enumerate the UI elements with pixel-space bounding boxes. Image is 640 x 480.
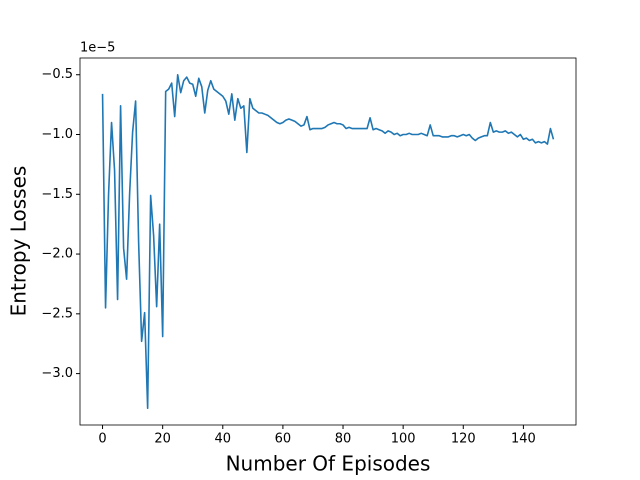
- x-tick-label: 20: [154, 432, 171, 447]
- y-offset-label: 1e−5: [80, 41, 115, 56]
- x-tick-label: 0: [98, 432, 106, 447]
- y-tick-label: −2.5: [41, 306, 73, 321]
- x-tick-label: 140: [511, 432, 536, 447]
- x-tick-label: 60: [275, 432, 292, 447]
- y-tick-label: −2.0: [41, 247, 73, 262]
- data-line: [101, 73, 555, 410]
- x-tick-label: 80: [335, 432, 352, 447]
- y-tick-label: −0.5: [41, 67, 73, 82]
- x-tick-label: 120: [451, 432, 476, 447]
- x-tick-label: 100: [391, 432, 416, 447]
- x-axis-label: Number Of Episodes: [226, 452, 431, 476]
- plot-frame: [79, 57, 577, 426]
- x-tick-label: 40: [215, 432, 232, 447]
- y-tick-label: −1.5: [41, 187, 73, 202]
- y-tick-label: −3.0: [41, 366, 73, 381]
- y-axis-label: Entropy Losses: [7, 166, 31, 317]
- y-tick-label: −1.0: [41, 127, 73, 142]
